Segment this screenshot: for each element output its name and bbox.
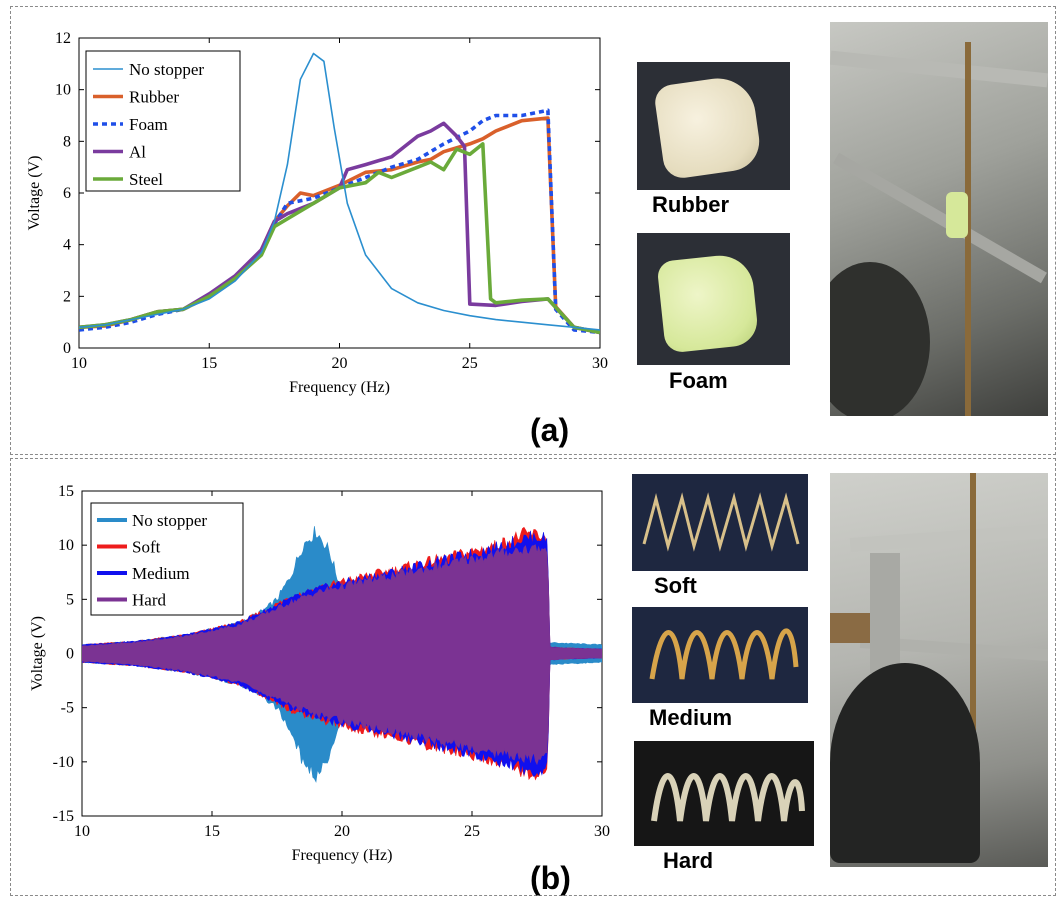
chart-a-y-tick-label: 2: [63, 288, 71, 305]
chart-a-legend-label: Foam: [129, 115, 168, 134]
chart-b-legend-label: Hard: [132, 591, 166, 610]
chart-a-legend-label: No stopper: [129, 60, 204, 79]
chart-a-y-tick-label: 0: [63, 340, 71, 357]
chart-b-y-tick-label: 5: [66, 591, 74, 608]
chart-a-y-tick-label: 6: [63, 185, 71, 202]
chart-a-x-tick-label: 20: [332, 355, 348, 372]
chart-a-legend-label: Al: [129, 143, 146, 162]
chart-b-legend-label: Medium: [132, 564, 190, 583]
foam-sample-photo: [637, 233, 790, 365]
chart-a-y-tick-label: 12: [55, 30, 71, 47]
chart-a-legend-label: Steel: [129, 170, 163, 189]
chart-b-x-tick-label: 25: [464, 823, 480, 840]
chart-b-legend-label: No stopper: [132, 511, 207, 530]
panel-b-tag: (b): [530, 860, 571, 897]
hard-label: Hard: [663, 848, 713, 874]
rubber-label: Rubber: [652, 192, 729, 218]
chart-b-x-tick-label: 10: [74, 823, 90, 840]
hard-spring-photo: [634, 741, 814, 846]
chart-b-y-tick-label: -10: [53, 754, 74, 771]
chart-a-y-tick-label: 10: [55, 82, 71, 99]
soft-spring-photo: [632, 474, 808, 571]
chart-b-y-tick-label: -15: [53, 808, 74, 825]
chart-a-x-tick-label: 30: [592, 355, 608, 372]
chart-a-y-tick-label: 8: [63, 133, 71, 150]
chart-b-y-tick-label: 10: [58, 537, 74, 554]
chart-b-x-tick-label: 30: [594, 823, 610, 840]
chart-a-y-tick-label: 4: [63, 237, 71, 254]
chart-b-y-tick-label: -5: [61, 700, 74, 717]
medium-label: Medium: [649, 705, 732, 731]
chart-b-x-axis-label: Frequency (Hz): [292, 847, 393, 864]
soft-label: Soft: [654, 573, 697, 599]
chart-b-y-axis-label: Voltage (V): [29, 616, 46, 691]
chart-b-y-tick-label: 0: [66, 646, 74, 663]
chart-a-legend-label: Rubber: [129, 88, 179, 107]
medium-spring-photo: [632, 607, 808, 703]
chart-a-y-axis-label: Voltage (V): [26, 156, 43, 231]
panel-a-tag: (a): [530, 412, 569, 449]
chart-a-x-axis-label: Frequency (Hz): [289, 379, 390, 396]
chart-a-x-tick-label: 25: [462, 355, 478, 372]
setup-photo-b: [830, 473, 1048, 867]
chart-a-x-tick-label: 15: [201, 355, 217, 372]
setup-photo-a: [830, 22, 1048, 416]
rubber-sample-photo: [637, 62, 790, 190]
chart-b-y-tick-label: 15: [58, 483, 74, 500]
chart-b-legend-label: Soft: [132, 538, 161, 557]
chart-b-x-tick-label: 20: [334, 823, 350, 840]
chart-a-x-tick-label: 10: [71, 355, 87, 372]
chart-b-x-tick-label: 15: [204, 823, 220, 840]
foam-label: Foam: [669, 368, 728, 394]
